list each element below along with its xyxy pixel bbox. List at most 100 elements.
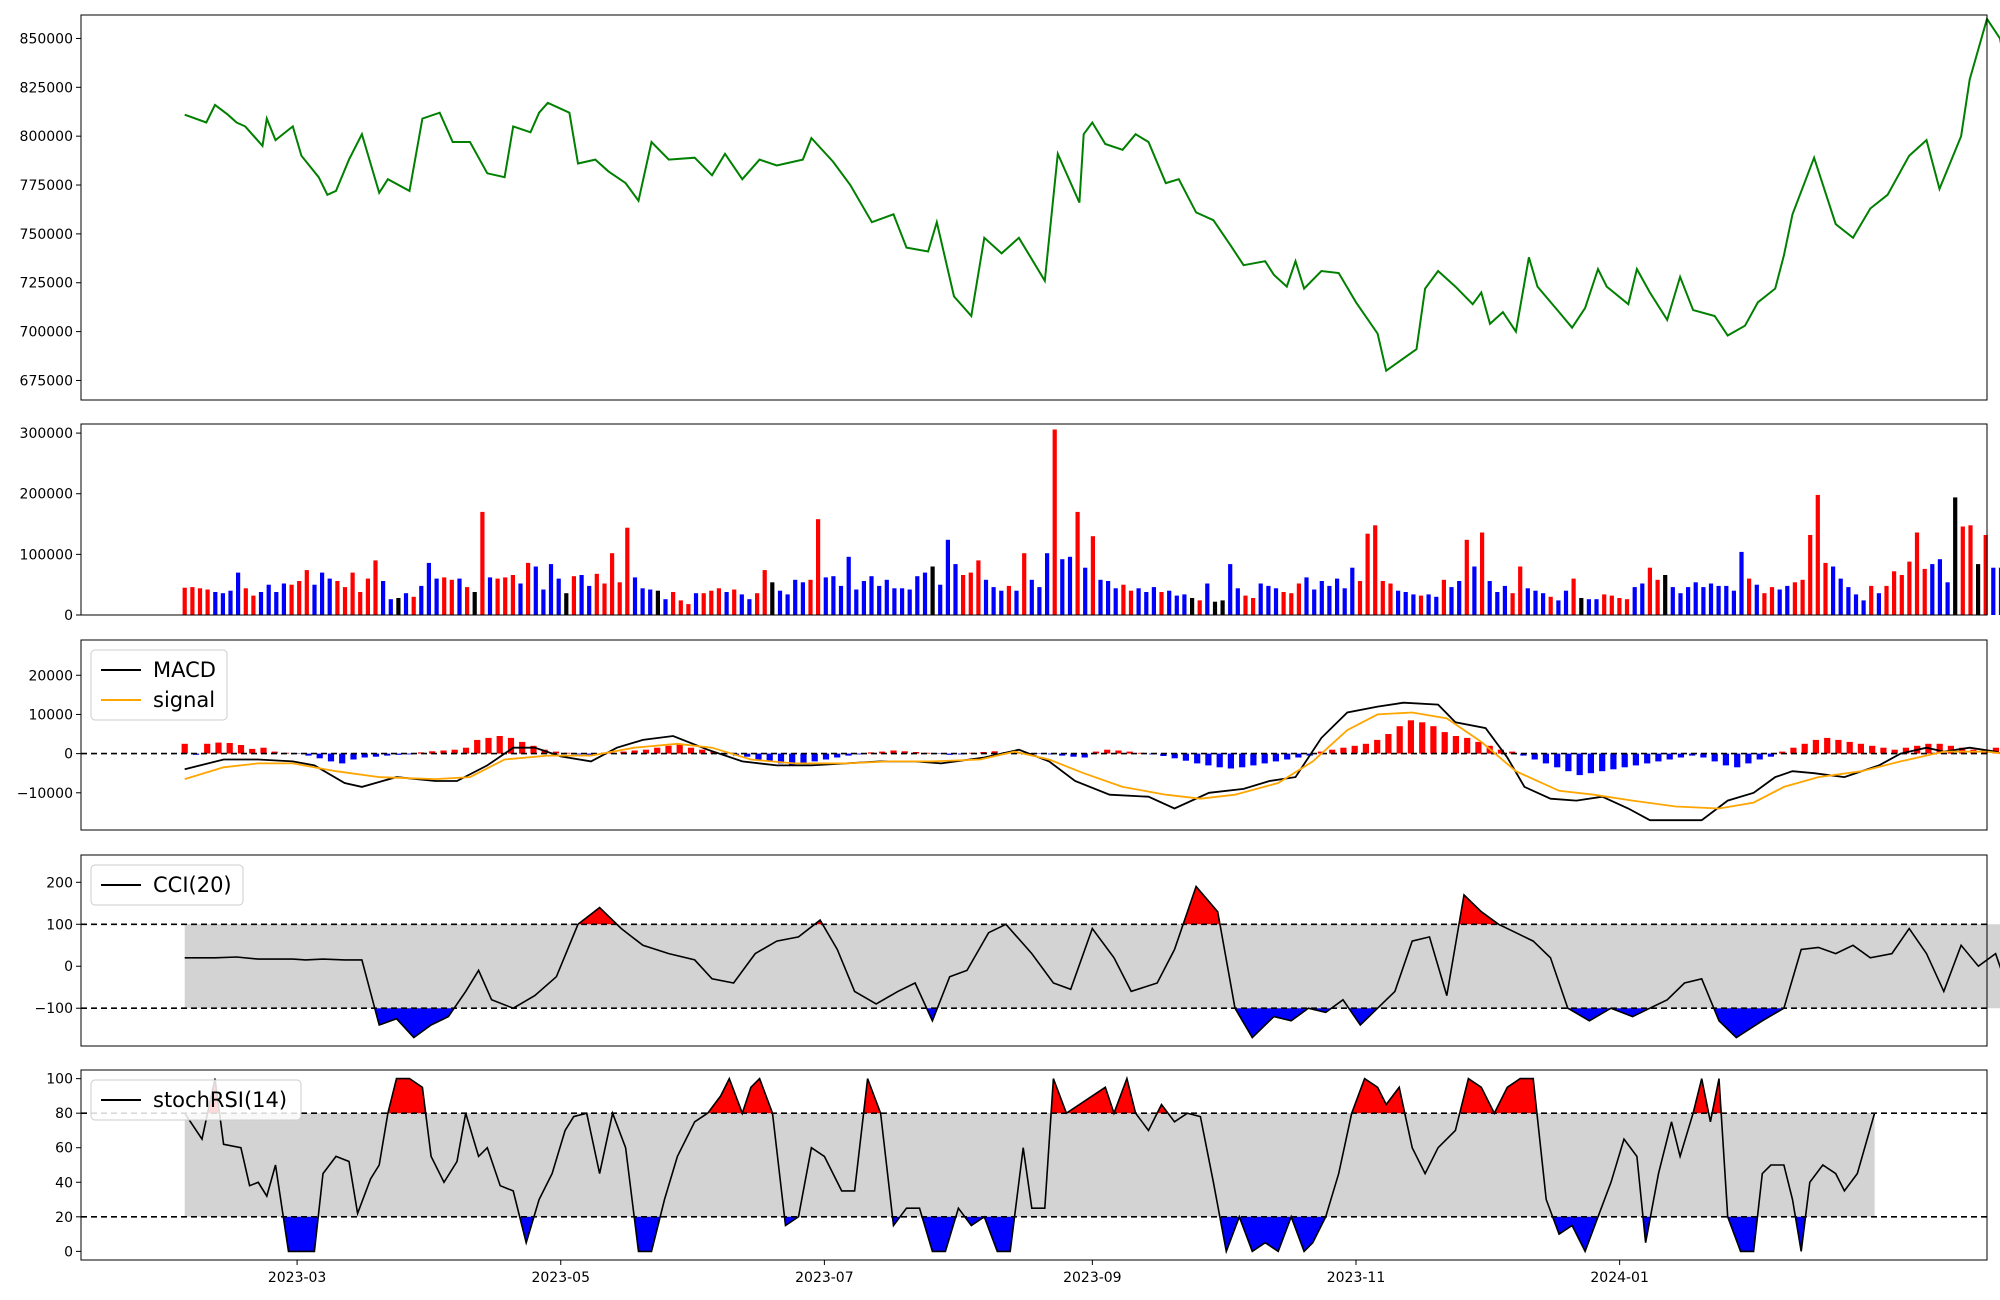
volume-bar — [1380, 581, 1385, 615]
cci-oversold-fill — [1713, 1008, 1784, 1038]
volume-bar — [846, 556, 851, 615]
volume-bar — [388, 599, 393, 615]
volume-axes-frame — [80, 423, 1988, 616]
volume-bar — [1266, 585, 1271, 615]
macd-histogram-bar — [1396, 726, 1403, 754]
volume-bar — [1220, 600, 1225, 615]
stochrsi-axes-frame — [80, 1069, 1988, 1261]
macd-histogram-bar — [1542, 753, 1549, 764]
volume-bar — [1182, 594, 1187, 615]
volume-bar — [350, 572, 355, 615]
volume-bar — [724, 592, 729, 615]
volume-bar — [1434, 596, 1439, 615]
x-tick-label: 2023-05 — [531, 1270, 590, 1286]
macd-histogram-bar — [1205, 753, 1212, 766]
volume-ytick-label: 0 — [64, 608, 73, 624]
volume-bar — [625, 527, 630, 615]
macd-histogram-bar — [1272, 753, 1279, 762]
macd-histogram-bar — [485, 737, 492, 754]
macd-histogram-bar — [822, 753, 830, 760]
x-tick-label: 2024-01 — [1590, 1270, 1649, 1286]
macd-histogram-bar — [1677, 753, 1684, 758]
volume-bar — [266, 584, 271, 615]
volume-bar — [1464, 539, 1469, 615]
volume-bar — [1258, 583, 1263, 615]
macd-histogram-bar — [305, 753, 312, 756]
volume-bar — [1029, 579, 1034, 615]
macd-histogram-bar — [440, 750, 447, 754]
volume-bar — [884, 579, 889, 615]
volume-bar — [602, 583, 607, 615]
volume-bar — [320, 572, 325, 615]
volume-bar — [1075, 511, 1080, 615]
macd-series-macd — [184, 701, 2000, 822]
macd-histogram-bar — [1576, 753, 1583, 776]
cci-legend-box — [90, 864, 244, 906]
macd-histogram-bar — [744, 753, 751, 757]
volume-bar — [1899, 575, 1904, 615]
macd-histogram-bar — [1779, 751, 1786, 754]
volume-bar — [1106, 581, 1111, 615]
volume-bar — [1243, 595, 1248, 615]
macd-histogram-bar — [1441, 732, 1448, 754]
volume-bar — [281, 583, 286, 615]
volume-bar — [816, 519, 821, 615]
volume-bar — [1403, 592, 1408, 615]
macd-histogram-bar — [1520, 753, 1527, 756]
macd-histogram-bar — [474, 739, 481, 754]
macd-histogram-bar — [1689, 753, 1696, 756]
volume-bar — [251, 595, 256, 615]
stochrsi-legend-box — [90, 1079, 302, 1121]
volume-bar — [243, 588, 248, 615]
volume-bar — [1357, 581, 1363, 615]
macd-ytick-label: −10000 — [17, 786, 73, 802]
macd-histogram-bar — [1385, 734, 1392, 754]
volume-bar — [1762, 593, 1767, 615]
macd-ytick-label: 0 — [64, 747, 73, 763]
price-ytick-label: 800000 — [20, 129, 73, 145]
volume-bar — [1663, 575, 1668, 615]
macd-histogram-bar — [215, 742, 222, 754]
macd-histogram-bar — [620, 751, 627, 754]
volume-bar — [510, 575, 515, 615]
macd-histogram-bar — [1992, 747, 1999, 754]
volume-bar — [1548, 596, 1553, 615]
volume-bar — [1708, 583, 1714, 615]
macd-histogram-bar — [890, 750, 897, 754]
price-ytick-label: 725000 — [20, 276, 73, 292]
stochrsi-oversold-fill — [1727, 1216, 1758, 1252]
stochrsi-ytick-label: 20 — [55, 1210, 73, 1226]
stochrsi-overbought-fill — [707, 1078, 743, 1114]
volume-bar — [617, 582, 622, 615]
volume-bar — [1083, 567, 1088, 615]
volume-bar — [823, 577, 828, 615]
volume-bar — [1487, 581, 1492, 615]
x-tick-label: 2023-11 — [1327, 1270, 1386, 1286]
volume-bar — [1968, 525, 1973, 615]
volume-bar — [1289, 593, 1294, 615]
macd-histogram-bar — [1644, 753, 1651, 764]
stochrsi-ytick-label: 40 — [55, 1175, 73, 1191]
volume-bar — [312, 584, 317, 615]
macd-histogram-bar — [924, 752, 931, 754]
macd-histogram-bar — [1160, 753, 1167, 756]
volume-bar — [838, 585, 844, 615]
macd-histogram-bar — [226, 743, 233, 754]
macd-histogram-bar — [1362, 743, 1369, 754]
volume-bar — [1388, 583, 1393, 615]
macd-histogram-bar — [181, 743, 188, 754]
volume-bar — [1312, 589, 1317, 615]
macd-histogram-bar — [834, 753, 841, 758]
volume-bar — [648, 589, 653, 615]
volume-bar — [1060, 559, 1065, 615]
macd-histogram-bar — [1790, 747, 1797, 754]
volume-bar — [1831, 566, 1836, 615]
stochrsi-oversold-fill — [283, 1216, 319, 1252]
volume-bar — [1983, 535, 1988, 615]
volume-bar — [1930, 564, 1935, 615]
volume-bar — [701, 593, 706, 615]
stochrsi-oversold-fill — [1552, 1216, 1598, 1252]
macd-histogram-bar — [1857, 743, 1864, 754]
macd-histogram-bar — [1227, 753, 1234, 769]
volume-bar — [1853, 594, 1859, 615]
